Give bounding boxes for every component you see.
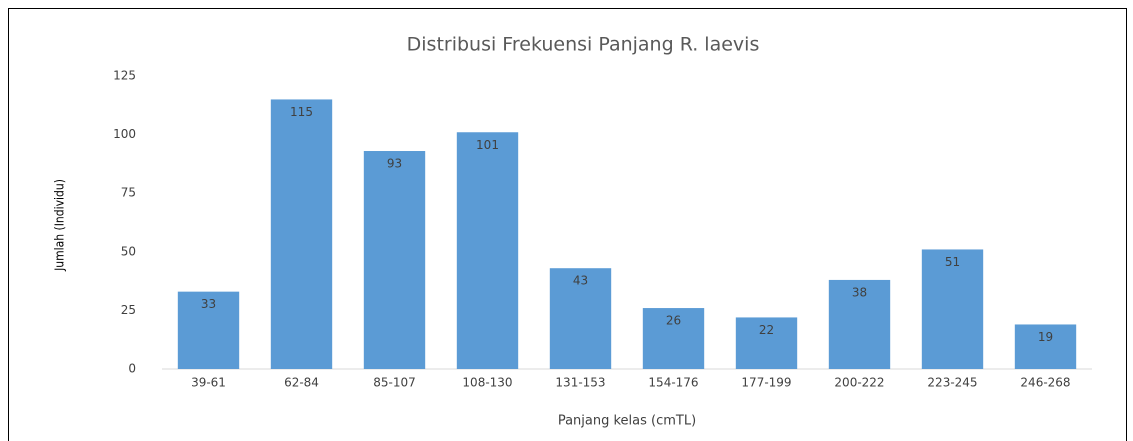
y-tick-label: 50 — [121, 244, 136, 258]
x-tick-label: 108-130 — [462, 376, 512, 390]
bar — [828, 279, 891, 369]
data-label: 19 — [1038, 330, 1053, 344]
data-label: 26 — [666, 314, 681, 328]
chart-title: Distribusi Frekuensi Panjang R. laevis — [407, 34, 760, 56]
data-label: 22 — [759, 323, 774, 337]
bar — [921, 249, 984, 369]
y-tick-label: 75 — [121, 186, 136, 200]
y-tick-label: 25 — [121, 303, 136, 317]
data-label: 38 — [852, 285, 867, 299]
bar — [270, 99, 333, 369]
data-label: 115 — [290, 105, 313, 119]
y-tick-label: 125 — [113, 69, 136, 83]
bar — [735, 317, 798, 369]
bar — [177, 291, 240, 369]
bar — [363, 151, 426, 369]
bar — [549, 268, 612, 369]
x-tick-label: 62-84 — [284, 376, 319, 390]
x-tick-label: 131-153 — [555, 376, 605, 390]
data-label: 43 — [573, 274, 588, 288]
y-tick-label: 100 — [113, 127, 136, 141]
x-tick-label: 200-222 — [834, 376, 884, 390]
x-tick-label: 154-176 — [648, 376, 698, 390]
data-label: 101 — [476, 138, 499, 152]
x-tick-label: 246-268 — [1020, 376, 1070, 390]
y-tick-label: 0 — [128, 362, 136, 376]
bar — [1014, 324, 1077, 369]
y-axis-label: Jumlah (Individu) — [53, 179, 67, 272]
x-tick-label: 39-61 — [191, 376, 226, 390]
x-tick-label: 177-199 — [741, 376, 791, 390]
data-label: 33 — [201, 297, 216, 311]
x-axis-label: Panjang kelas (cmTL) — [558, 414, 696, 429]
data-label: 51 — [945, 255, 960, 269]
x-tick-label: 85-107 — [373, 376, 416, 390]
x-tick-label: 223-245 — [927, 376, 977, 390]
data-label: 93 — [387, 157, 402, 171]
bar — [642, 308, 705, 369]
bar — [456, 132, 519, 369]
